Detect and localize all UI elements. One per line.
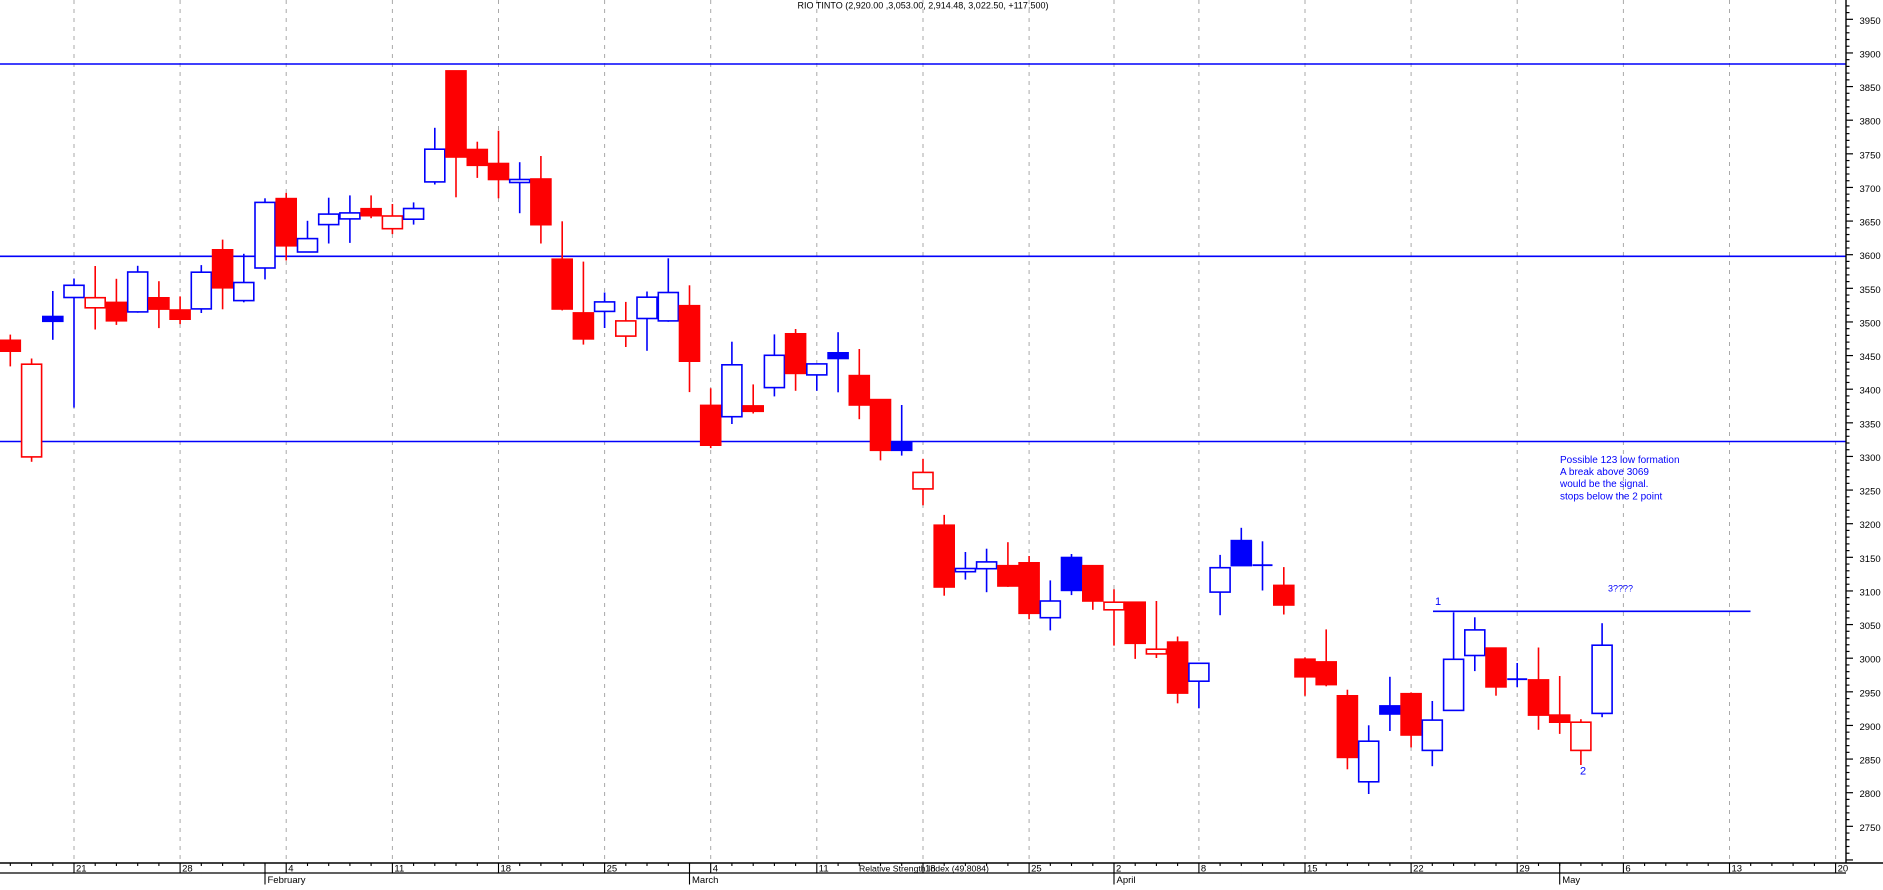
svg-text:3050: 3050 bbox=[1860, 621, 1881, 632]
svg-text:3750: 3750 bbox=[1860, 150, 1881, 161]
svg-text:3150: 3150 bbox=[1860, 554, 1881, 565]
svg-text:2750: 2750 bbox=[1860, 823, 1881, 834]
svg-text:4: 4 bbox=[713, 864, 718, 875]
svg-text:April: April bbox=[1117, 875, 1136, 885]
svg-text:6: 6 bbox=[1625, 864, 1630, 875]
svg-text:3950: 3950 bbox=[1860, 16, 1881, 27]
svg-text:3550: 3550 bbox=[1860, 285, 1881, 296]
svg-text:15: 15 bbox=[1307, 864, 1318, 875]
svg-text:1: 1 bbox=[1435, 596, 1441, 608]
svg-text:3650: 3650 bbox=[1860, 218, 1881, 229]
svg-text:8: 8 bbox=[1201, 864, 1206, 875]
svg-text:3????: 3???? bbox=[1608, 584, 1633, 594]
svg-text:3300: 3300 bbox=[1860, 453, 1881, 464]
svg-text:A break above 3069: A break above 3069 bbox=[1560, 467, 1649, 478]
svg-text:3800: 3800 bbox=[1860, 117, 1881, 128]
svg-text:3200: 3200 bbox=[1860, 520, 1881, 531]
svg-text:would be the signal.: would be the signal. bbox=[1559, 479, 1648, 490]
svg-text:Relative Strength Index (49.80: Relative Strength Index (49.8084) bbox=[859, 864, 989, 874]
svg-text:11: 11 bbox=[394, 864, 404, 875]
svg-text:21: 21 bbox=[76, 864, 87, 875]
svg-text:3450: 3450 bbox=[1860, 352, 1881, 363]
svg-text:Possible 123 low formation: Possible 123 low formation bbox=[1560, 455, 1680, 466]
svg-text:18: 18 bbox=[925, 864, 936, 875]
svg-text:13: 13 bbox=[1732, 864, 1743, 875]
svg-text:3350: 3350 bbox=[1860, 419, 1881, 430]
svg-text:2: 2 bbox=[1116, 864, 1121, 875]
svg-text:3400: 3400 bbox=[1860, 386, 1881, 397]
svg-text:February: February bbox=[268, 875, 306, 885]
svg-text:3900: 3900 bbox=[1860, 49, 1881, 60]
svg-text:3600: 3600 bbox=[1860, 251, 1881, 262]
svg-text:25: 25 bbox=[1031, 864, 1042, 875]
svg-text:18: 18 bbox=[501, 864, 512, 875]
svg-text:28: 28 bbox=[182, 864, 193, 875]
svg-text:March: March bbox=[692, 875, 718, 885]
svg-text:2900: 2900 bbox=[1860, 722, 1881, 733]
svg-text:25: 25 bbox=[607, 864, 618, 875]
svg-text:22: 22 bbox=[1413, 864, 1424, 875]
svg-text:3850: 3850 bbox=[1860, 83, 1881, 94]
svg-text:11: 11 bbox=[819, 864, 829, 875]
svg-text:29: 29 bbox=[1519, 864, 1530, 875]
svg-text:3000: 3000 bbox=[1860, 655, 1881, 666]
svg-text:4: 4 bbox=[288, 864, 293, 875]
svg-text:20: 20 bbox=[1838, 864, 1849, 875]
svg-text:2850: 2850 bbox=[1860, 756, 1881, 767]
svg-text:RIO TINTO (2,920.00 ,3,053.00,: RIO TINTO (2,920.00 ,3,053.00, 2,914.48,… bbox=[798, 1, 1049, 11]
svg-text:stops below the 2 point: stops below the 2 point bbox=[1560, 491, 1663, 502]
svg-text:2800: 2800 bbox=[1860, 789, 1881, 800]
svg-text:2: 2 bbox=[1580, 766, 1586, 778]
svg-text:3500: 3500 bbox=[1860, 318, 1881, 329]
svg-text:3250: 3250 bbox=[1860, 487, 1881, 498]
svg-text:May: May bbox=[1562, 875, 1580, 885]
svg-text:3700: 3700 bbox=[1860, 184, 1881, 195]
svg-text:3100: 3100 bbox=[1860, 587, 1881, 598]
svg-text:2950: 2950 bbox=[1860, 688, 1881, 699]
